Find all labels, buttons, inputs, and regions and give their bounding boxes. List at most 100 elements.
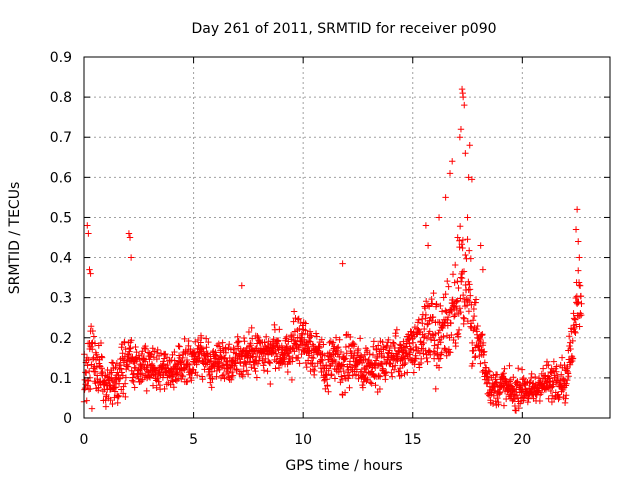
data-point: [451, 279, 458, 286]
data-point: [402, 343, 410, 350]
data-point: [118, 344, 125, 351]
data-point: [338, 362, 345, 369]
data-point: [290, 308, 298, 315]
data-point: [470, 305, 478, 313]
data-point: [149, 382, 157, 389]
data-point: [170, 384, 178, 391]
data-point: [112, 384, 120, 391]
data-point: [84, 382, 91, 389]
data-point: [456, 305, 464, 312]
data-point: [435, 329, 442, 337]
data-point: [565, 333, 573, 340]
data-point: [481, 359, 489, 366]
data-point: [133, 348, 140, 356]
data-point: [435, 364, 443, 371]
data-point: [184, 378, 191, 385]
data-point: [468, 176, 476, 183]
data-point: [456, 134, 464, 141]
data-point: [285, 338, 292, 345]
data-point: [495, 400, 502, 408]
data-point: [98, 353, 105, 360]
data-point: [449, 158, 456, 165]
data-point: [572, 294, 579, 302]
data-point: [472, 296, 480, 303]
data-point: [312, 330, 320, 337]
data-point: [98, 365, 106, 372]
data-point: [199, 376, 206, 383]
data-point: [256, 353, 263, 361]
data-point: [389, 339, 397, 346]
data-point: [114, 399, 121, 407]
data-point: [469, 316, 477, 324]
y-axis-label: SRMTID / TECUs: [7, 182, 23, 295]
y-tick-label: 0.1: [50, 371, 72, 387]
data-points: [80, 85, 585, 414]
data-point: [415, 316, 422, 324]
data-point: [235, 338, 242, 346]
data-point: [375, 372, 382, 379]
data-point: [514, 379, 521, 386]
data-point: [188, 377, 195, 384]
data-point: [429, 313, 437, 321]
data-point: [222, 349, 230, 356]
data-point: [173, 371, 180, 378]
data-point: [321, 377, 328, 384]
data-point: [252, 367, 259, 375]
data-point: [349, 372, 356, 379]
data-point: [153, 355, 161, 363]
data-point: [179, 373, 187, 380]
data-point: [198, 373, 206, 380]
data-point: [506, 362, 513, 369]
data-point: [566, 342, 573, 350]
data-point: [126, 348, 133, 355]
data-point: [161, 355, 168, 362]
data-point: [424, 321, 431, 328]
data-point: [576, 282, 583, 289]
data-point: [289, 331, 297, 339]
data-point: [441, 319, 448, 327]
data-point: [455, 284, 462, 292]
data-point: [132, 343, 139, 351]
data-point: [87, 385, 94, 393]
data-point: [576, 254, 583, 261]
data-point: [434, 344, 441, 352]
data-point: [135, 367, 143, 374]
data-point: [130, 378, 137, 386]
data-point: [457, 126, 465, 133]
data-point: [143, 387, 150, 395]
data-point: [567, 345, 574, 353]
data-point: [453, 298, 460, 305]
data-point: [398, 372, 405, 379]
data-point: [275, 364, 283, 372]
data-point: [462, 251, 469, 259]
data-point: [103, 391, 110, 399]
data-point: [485, 367, 492, 375]
data-point: [406, 351, 414, 358]
data-point: [204, 351, 211, 359]
data-point: [424, 358, 431, 365]
data-point: [454, 278, 461, 285]
data-point: [490, 372, 497, 379]
data-point: [198, 334, 205, 342]
data-point: [462, 150, 469, 157]
data-point: [288, 376, 296, 384]
data-point: [436, 355, 444, 362]
data-point: [140, 354, 148, 362]
data-point: [382, 371, 389, 379]
data-point: [233, 366, 241, 374]
data-point: [413, 343, 420, 351]
data-point: [197, 339, 204, 346]
data-point: [368, 380, 375, 387]
data-point: [229, 372, 237, 379]
data-point: [121, 338, 128, 346]
data-point: [432, 385, 439, 393]
data-point: [364, 347, 371, 354]
data-point: [324, 382, 331, 390]
data-point: [428, 295, 435, 303]
data-point: [260, 362, 267, 369]
data-point: [305, 337, 313, 345]
data-point: [536, 397, 544, 405]
data-point: [460, 268, 468, 275]
data-point: [157, 350, 165, 357]
data-point: [93, 351, 100, 358]
